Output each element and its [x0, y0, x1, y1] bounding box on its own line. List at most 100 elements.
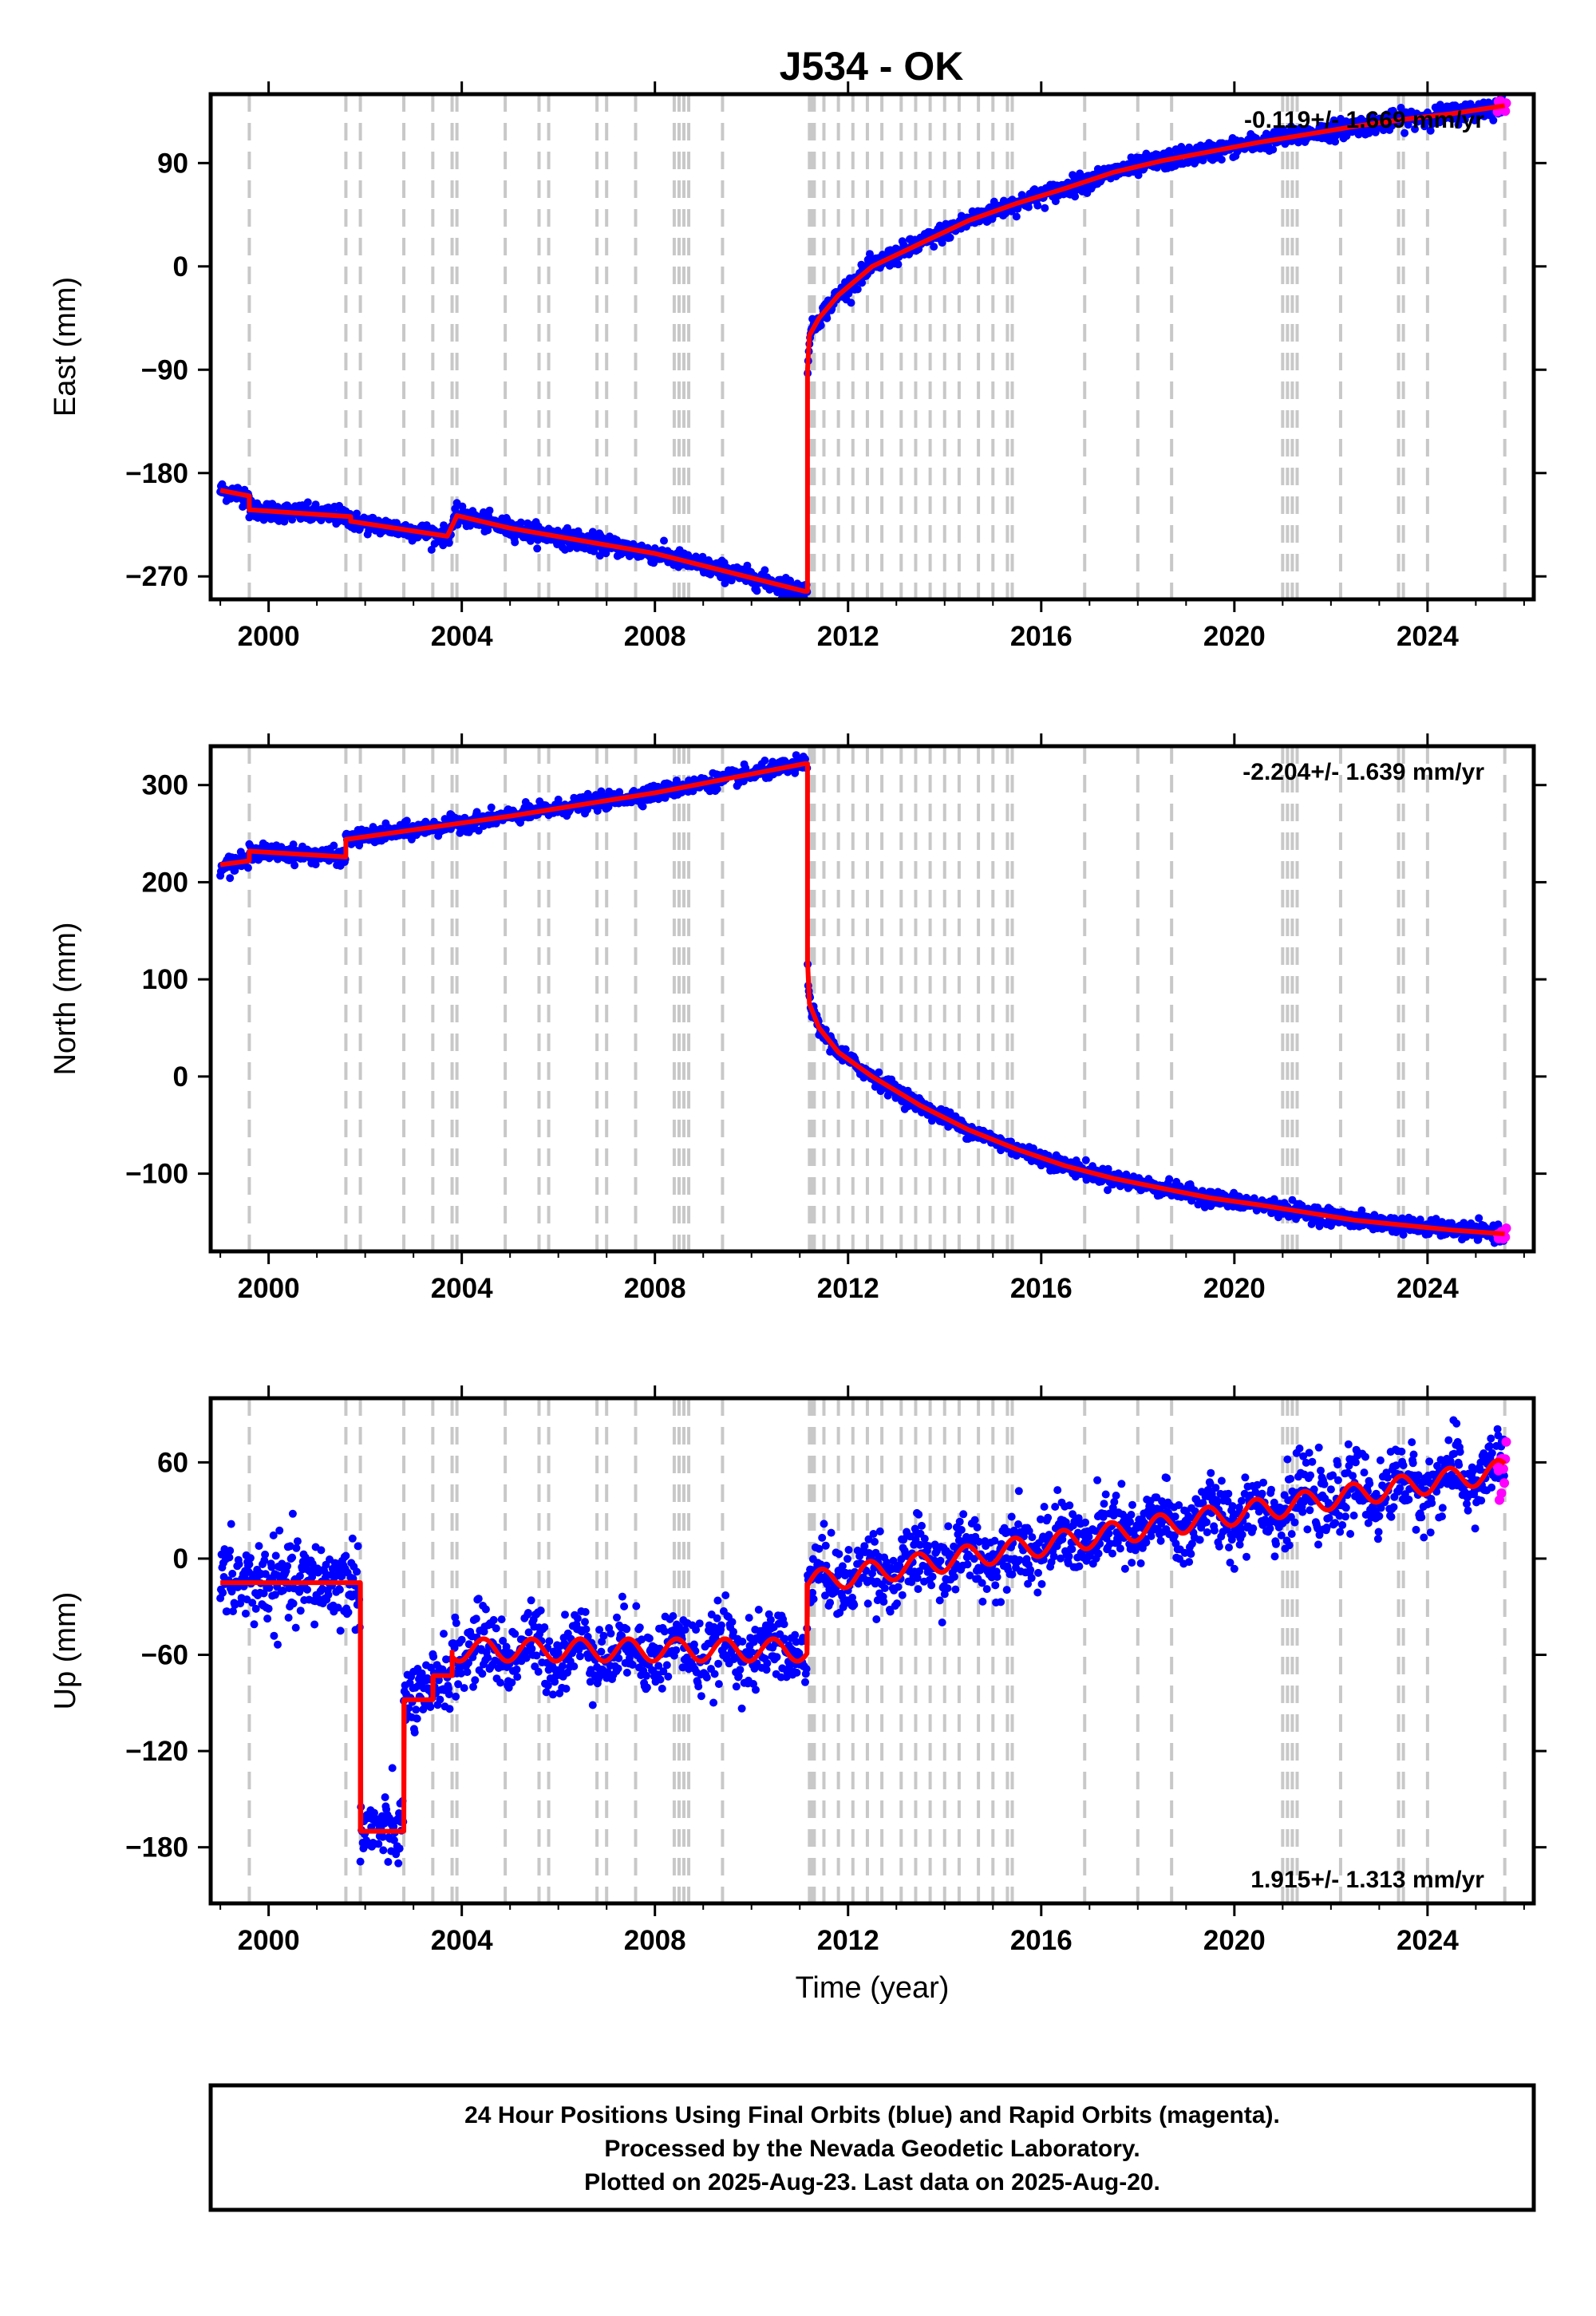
final-orbit-point	[310, 1620, 319, 1629]
final-orbit-point	[1420, 122, 1429, 131]
final-orbit-point	[464, 1658, 472, 1667]
final-orbit-point	[303, 498, 312, 507]
final-orbit-point	[412, 1705, 421, 1714]
final-orbit-point	[760, 757, 769, 765]
final-orbit-point	[241, 1609, 250, 1618]
final-orbit-point	[381, 1793, 389, 1801]
plot-frame	[208, 92, 1536, 602]
final-orbit-point	[380, 1819, 389, 1828]
x-tick-label: 2000	[238, 621, 300, 652]
final-orbit-point	[444, 1690, 453, 1698]
final-orbit-point	[875, 1068, 883, 1077]
final-orbit-point	[469, 1682, 477, 1691]
final-orbit-point	[1399, 1231, 1408, 1239]
final-orbit-point	[229, 1607, 237, 1615]
final-orbit-point	[395, 1844, 404, 1853]
final-orbit-point	[263, 1614, 272, 1623]
final-orbit-point	[823, 314, 832, 322]
final-orbit-point	[228, 1569, 237, 1578]
final-orbit-point	[245, 1560, 254, 1569]
velocity-annotation: -0.119+/- 1.669 mm/yr	[1244, 107, 1484, 133]
final-orbit-point	[1081, 1156, 1090, 1164]
y-tick-label: 100	[142, 964, 188, 995]
final-orbit-point	[511, 538, 519, 547]
x-tick-label: 2000	[238, 1273, 300, 1304]
final-orbit-point	[354, 1542, 362, 1551]
final-orbit-point	[847, 298, 855, 307]
final-orbit-point	[290, 861, 299, 870]
final-orbit-point	[450, 1643, 459, 1652]
final-orbit-point	[251, 1604, 260, 1613]
y-tick-label: −100	[125, 1159, 188, 1190]
final-orbit-point	[402, 816, 411, 825]
final-orbit-point	[227, 1520, 235, 1528]
final-orbit-point	[226, 1547, 235, 1555]
final-orbit-point	[288, 1553, 297, 1562]
rapid-orbit-point	[1500, 106, 1511, 117]
final-orbit-point	[288, 516, 297, 524]
final-orbit-point	[260, 1556, 269, 1565]
x-tick-label: 2020	[1203, 621, 1266, 652]
final-orbit-point	[841, 1045, 850, 1053]
final-orbit-point	[289, 840, 298, 849]
x-tick-label: 2008	[624, 621, 686, 652]
rapid-orbit-point	[1501, 1223, 1511, 1233]
final-orbit-point	[1400, 128, 1409, 137]
final-orbit-point	[334, 1603, 342, 1612]
y-tick-label: −270	[125, 561, 188, 592]
final-orbit-point	[464, 1640, 473, 1649]
final-orbit-point	[394, 1859, 403, 1867]
panel-north: 2000 2004 2008 2012 2016 2020 2024−10001002003…	[49, 733, 1547, 1304]
final-orbit-point	[356, 1857, 365, 1866]
final-orbit-point	[990, 197, 998, 206]
x-tick-label: 2004	[431, 1273, 493, 1304]
final-orbit-point	[243, 864, 252, 872]
final-orbit-point	[485, 506, 494, 515]
x-tick-label: 2024	[1396, 621, 1459, 652]
panel-east: 2000 2004 2008 2012 2016 2020 2024−270−180−900…	[49, 81, 1547, 652]
final-orbit-point	[389, 1823, 398, 1831]
final-orbit-point	[255, 1542, 263, 1551]
final-orbit-point	[1012, 212, 1021, 221]
y-tick-label: 0	[173, 1061, 188, 1093]
final-orbit-point	[440, 1630, 448, 1638]
final-orbit-point	[1217, 156, 1226, 164]
y-tick-label: 300	[142, 770, 188, 801]
final-orbit-point	[308, 1573, 317, 1581]
final-orbit-point	[602, 549, 610, 558]
final-orbit-point	[293, 1537, 302, 1546]
y-tick-label: 0	[173, 251, 188, 283]
final-orbit-point	[311, 860, 320, 869]
final-orbit-point	[283, 1562, 292, 1571]
final-orbit-point	[274, 1640, 282, 1649]
model-line	[219, 761, 1505, 1237]
final-orbit-point	[471, 1676, 480, 1685]
final-orbit-point	[445, 1705, 454, 1713]
final-orbit-point	[533, 544, 542, 553]
final-orbit-point	[1474, 1235, 1483, 1244]
final-orbit-point	[384, 1858, 393, 1866]
y-axis-label: East (mm)	[49, 277, 82, 417]
final-orbit-point	[225, 1553, 234, 1562]
y-axis-label: North (mm)	[49, 922, 82, 1075]
final-orbit-point	[279, 1586, 287, 1595]
final-orbit-point	[460, 1684, 468, 1693]
final-orbit-point	[456, 1669, 465, 1678]
final-orbit-point	[427, 545, 436, 554]
final-orbit-point	[1269, 145, 1278, 154]
final-orbit-point	[1331, 137, 1340, 146]
final-orbit-point	[353, 509, 361, 518]
final-orbit-point	[786, 576, 795, 585]
final-orbit-point	[1470, 116, 1479, 124]
final-orbit-point	[250, 1620, 259, 1629]
final-orbit-point	[463, 1668, 472, 1677]
final-orbit-point	[434, 1676, 443, 1685]
final-orbit-point	[348, 1534, 357, 1543]
x-tick-label: 2024	[1396, 1273, 1459, 1304]
final-orbit-point	[261, 1550, 270, 1559]
final-orbit-point	[436, 1695, 444, 1704]
final-orbit-point	[336, 1626, 345, 1635]
final-orbit-point	[267, 1563, 276, 1571]
final-orbit-point	[389, 1836, 398, 1844]
final-orbit-point	[269, 1531, 278, 1539]
